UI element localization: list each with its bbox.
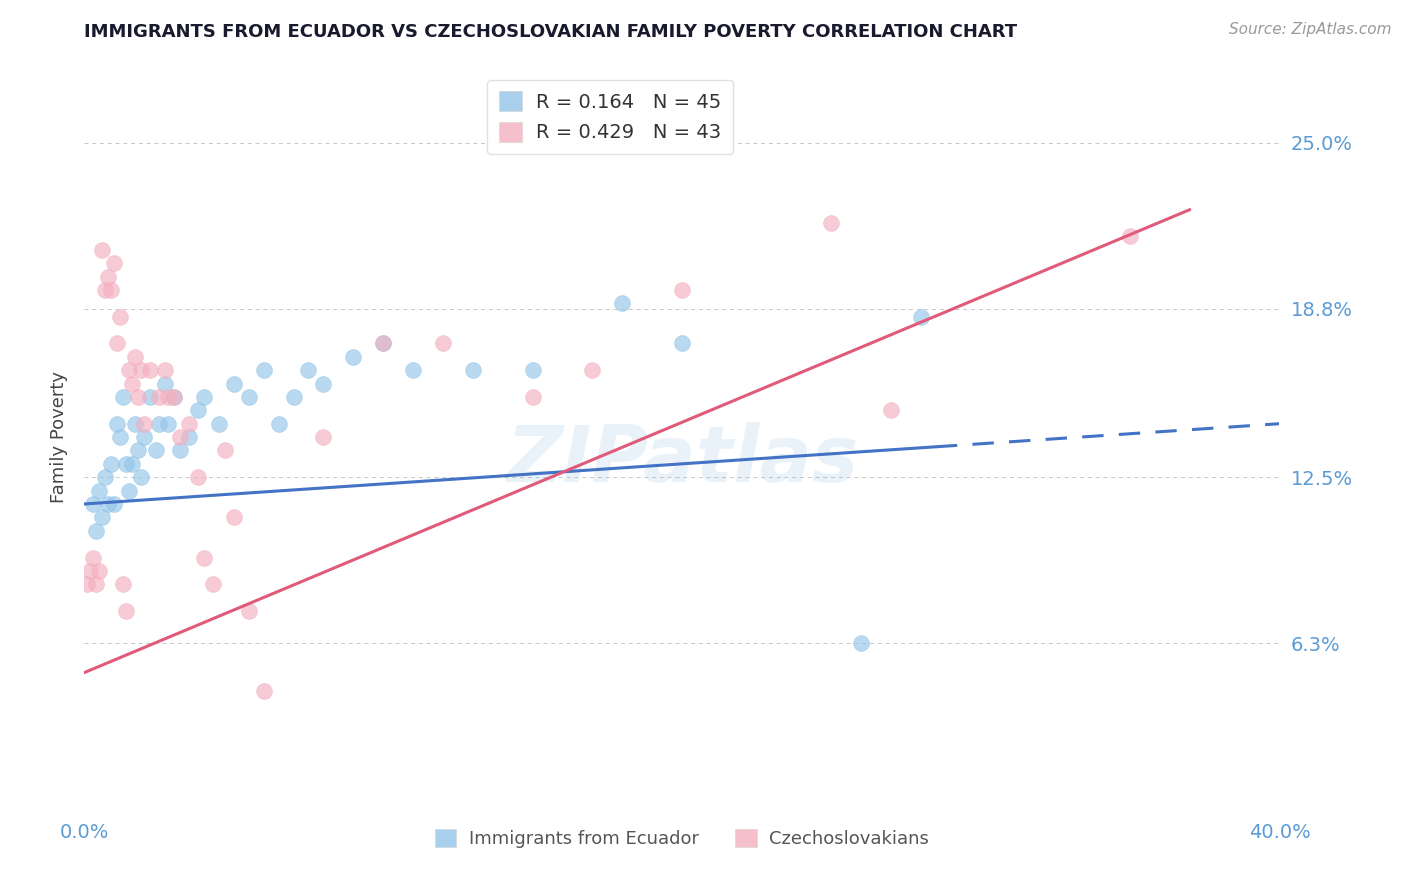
Point xyxy=(97,497,120,511)
Point xyxy=(79,564,101,578)
Point xyxy=(89,564,111,578)
Point xyxy=(127,443,149,458)
Point xyxy=(187,403,209,417)
Point xyxy=(132,417,156,431)
Point xyxy=(342,350,364,364)
Point xyxy=(193,390,215,404)
Point xyxy=(97,269,120,284)
Point xyxy=(129,363,152,377)
Point xyxy=(253,363,276,377)
Point xyxy=(187,470,209,484)
Point xyxy=(115,457,138,471)
Point xyxy=(851,636,873,650)
Point xyxy=(139,363,162,377)
Point xyxy=(94,470,117,484)
Point xyxy=(105,417,128,431)
Point xyxy=(880,403,903,417)
Point xyxy=(163,390,186,404)
Point xyxy=(121,457,143,471)
Point xyxy=(193,550,215,565)
Point xyxy=(112,390,135,404)
Point xyxy=(612,296,634,310)
Point xyxy=(148,417,170,431)
Point xyxy=(91,243,114,257)
Point xyxy=(76,577,98,591)
Point xyxy=(238,604,260,618)
Point xyxy=(222,376,245,391)
Point xyxy=(145,443,167,458)
Point xyxy=(297,363,319,377)
Point xyxy=(121,376,143,391)
Point xyxy=(671,283,693,297)
Point xyxy=(132,430,156,444)
Point xyxy=(671,336,693,351)
Point xyxy=(222,510,245,524)
Point xyxy=(373,336,395,351)
Point xyxy=(253,684,276,698)
Point xyxy=(127,390,149,404)
Point xyxy=(169,443,191,458)
Point xyxy=(124,417,146,431)
Text: IMMIGRANTS FROM ECUADOR VS CZECHOSLOVAKIAN FAMILY POVERTY CORRELATION CHART: IMMIGRANTS FROM ECUADOR VS CZECHOSLOVAKI… xyxy=(84,23,1018,41)
Point xyxy=(82,550,104,565)
Point xyxy=(208,417,231,431)
Point xyxy=(312,430,335,444)
Point xyxy=(129,470,152,484)
Point xyxy=(910,310,932,324)
Point xyxy=(201,577,224,591)
Point xyxy=(148,390,170,404)
Point xyxy=(86,577,108,591)
Point xyxy=(163,390,186,404)
Point xyxy=(177,430,200,444)
Point xyxy=(153,363,176,377)
Point xyxy=(169,430,191,444)
Point xyxy=(581,363,603,377)
Point xyxy=(100,457,122,471)
Point xyxy=(124,350,146,364)
Point xyxy=(100,283,122,297)
Point xyxy=(110,310,132,324)
Text: Source: ZipAtlas.com: Source: ZipAtlas.com xyxy=(1229,22,1392,37)
Point xyxy=(177,417,200,431)
Point xyxy=(432,336,454,351)
Point xyxy=(238,390,260,404)
Point xyxy=(522,363,544,377)
Text: ZIPatlas: ZIPatlas xyxy=(506,422,858,498)
Point xyxy=(112,577,135,591)
Point xyxy=(153,376,176,391)
Point xyxy=(82,497,104,511)
Point xyxy=(283,390,305,404)
Point xyxy=(94,283,117,297)
Point xyxy=(118,363,141,377)
Point xyxy=(86,524,108,538)
Point xyxy=(91,510,114,524)
Point xyxy=(157,417,180,431)
Point xyxy=(820,216,842,230)
Point xyxy=(110,430,132,444)
Point xyxy=(373,336,395,351)
Legend: Immigrants from Ecuador, Czechoslovakians: Immigrants from Ecuador, Czechoslovakian… xyxy=(427,822,936,855)
Point xyxy=(402,363,425,377)
Point xyxy=(461,363,484,377)
Point xyxy=(103,497,125,511)
Point xyxy=(105,336,128,351)
Point xyxy=(214,443,236,458)
Point xyxy=(1119,229,1142,244)
Y-axis label: Family Poverty: Family Poverty xyxy=(49,371,67,503)
Point xyxy=(89,483,111,498)
Point xyxy=(139,390,162,404)
Point xyxy=(312,376,335,391)
Point xyxy=(157,390,180,404)
Point xyxy=(103,256,125,270)
Point xyxy=(118,483,141,498)
Point xyxy=(115,604,138,618)
Point xyxy=(267,417,290,431)
Point xyxy=(522,390,544,404)
